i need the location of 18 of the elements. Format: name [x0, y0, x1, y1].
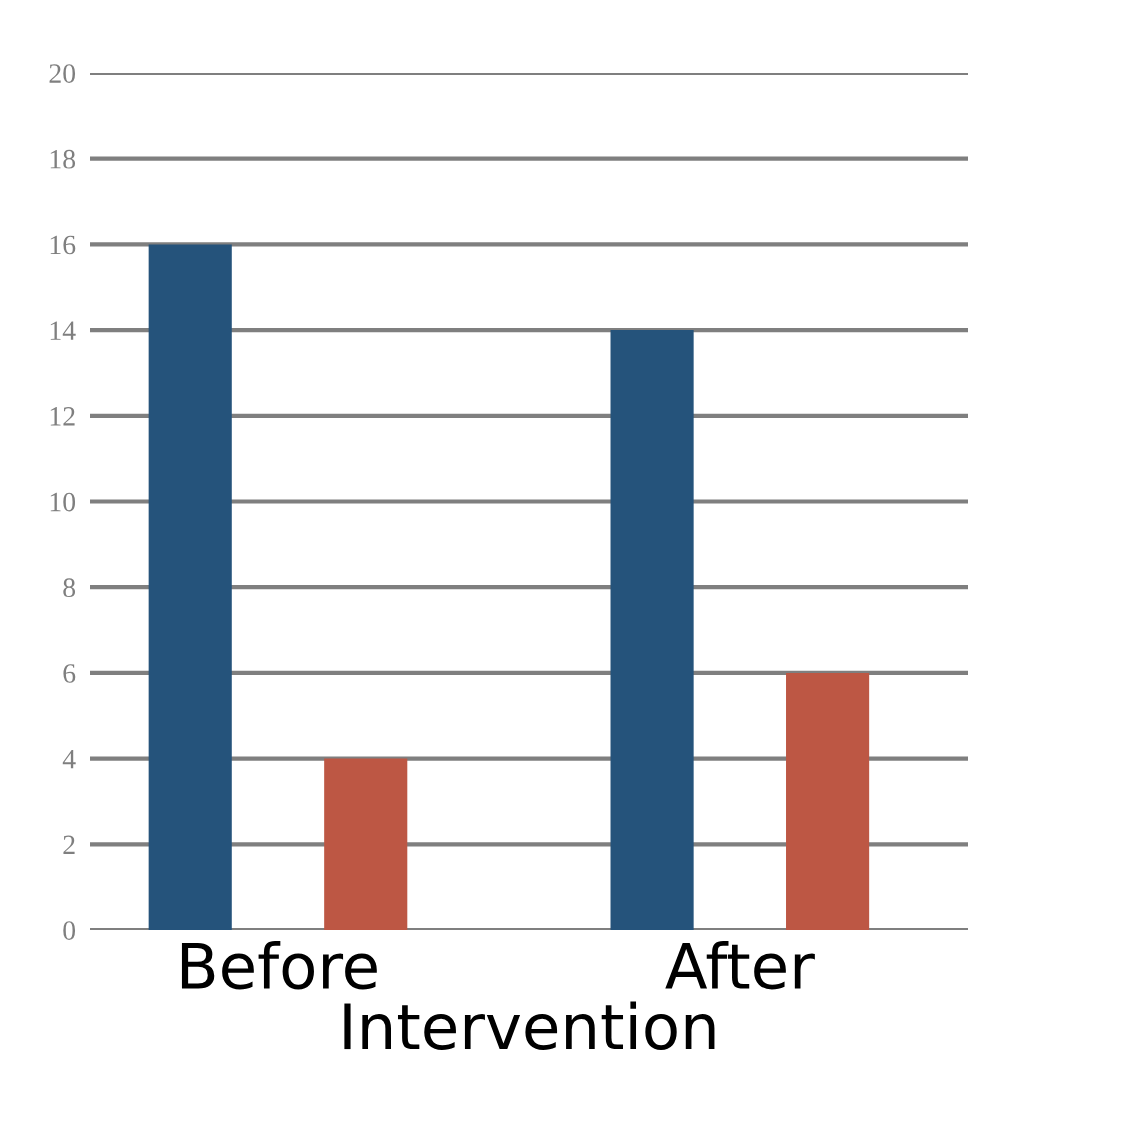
x-axis-title: Intervention	[344, 1001, 715, 1050]
y-tick-label: 4	[62, 749, 76, 769]
y-tick-label: 16	[50, 235, 76, 255]
y-tick-label: 10	[50, 492, 76, 512]
x-tick-label: Before	[181, 941, 377, 990]
y-tick-label: 0	[63, 921, 76, 940]
bar	[324, 758, 408, 930]
y-tick-label: 2	[63, 835, 75, 854]
y-tick-label: 20	[49, 64, 76, 83]
y-tick-label: 12	[50, 407, 75, 426]
bar	[148, 244, 232, 930]
y-tick-label: 14	[50, 321, 76, 340]
bar	[610, 330, 694, 930]
y-tick-label: 8	[63, 578, 76, 598]
x-tick-label: After	[665, 941, 815, 990]
bar	[786, 672, 870, 930]
y-tick-label: 18	[50, 149, 76, 169]
y-tick-label: 6	[63, 664, 76, 683]
